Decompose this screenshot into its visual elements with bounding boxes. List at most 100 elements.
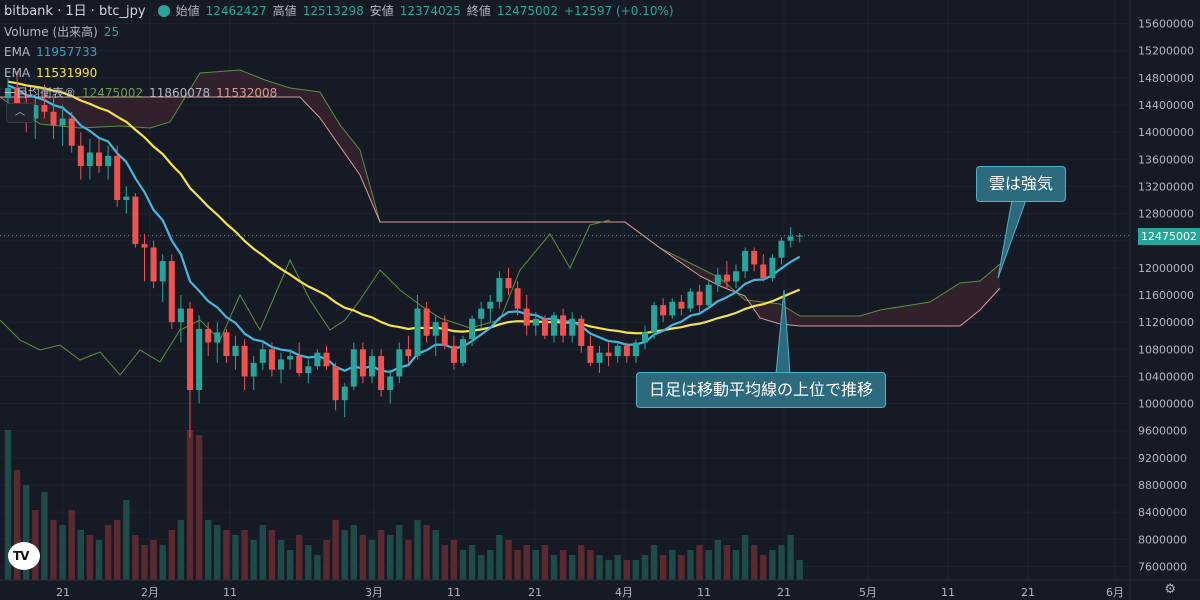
volume-bar [569,555,576,580]
volume-bars [4,430,803,580]
settings-gear-icon[interactable]: ⚙ [1164,582,1176,597]
candle-body [105,155,112,167]
callout-cloud-bullish: 雲は強気 [976,166,1067,202]
y-tick-label: 14800000 [1138,72,1194,85]
volume-bar [4,430,12,580]
candle-body [478,308,485,319]
candle-body [596,352,603,363]
y-tick-label: 11200000 [1138,316,1194,329]
candle-body [569,318,576,336]
candle-body [314,352,321,367]
change-value: +12597 (+0.10%) [563,4,674,18]
volume-bar [669,550,676,580]
volume-bar [177,520,185,580]
open-label: 始値 [175,4,200,18]
volume-bar [614,555,621,580]
candle-body [114,155,121,200]
volume-bar [714,540,721,580]
indicator-lines [0,80,1130,374]
volume-bar [541,545,549,580]
symbol-header: bitbank · 1日 · btc_jpy 始値 12462427 高値 125132… [4,3,680,20]
volume-bar [77,530,84,580]
volume-bar [696,545,703,580]
y-tick-label: 9600000 [1138,425,1187,438]
volume-bar [286,550,294,580]
candle-body [5,88,11,99]
volume-bar [496,535,503,580]
candle-body [350,349,357,387]
volume-bar [277,540,285,580]
candle-body [287,356,294,360]
volume-bar [323,540,330,580]
candle-body [660,305,667,316]
volume-bar [450,540,458,580]
collapse-legend-button[interactable]: ︿ [6,103,34,123]
volume-bar [387,535,394,580]
candle-body [305,366,312,374]
volume-bar [605,560,612,580]
visibility-eye-icon[interactable] [157,5,170,17]
candle-body [733,271,739,282]
y-tick-label: 13600000 [1138,153,1194,166]
ema-fast-legend[interactable]: EMA 11957733 [4,44,103,60]
x-tick-label: 21 [528,586,542,599]
volume-bar [296,535,303,580]
candle-body [469,318,476,340]
candle-body [560,315,567,336]
volume-bar [751,545,758,580]
candle-body [232,345,239,357]
senkou-span-b [0,96,1001,327]
symbol-title[interactable]: bitbank · 1日 · btc_jpy [4,4,146,19]
x-tick-label: 11 [941,586,955,599]
candle-body [259,349,266,363]
x-tick-label: 4月 [615,586,633,599]
volume-bar [532,550,539,580]
volume-value: 25 [103,25,120,39]
candle-body [214,332,221,343]
tradingview-logo-icon[interactable]: TV [8,542,40,570]
candle-body [578,318,585,346]
candle-body [423,308,430,336]
volume-legend[interactable]: Volume (出来高) 25 [4,24,125,40]
volume-bar [50,520,57,580]
x-tick-label: 21 [56,586,70,599]
candle-body [59,118,66,126]
candle-body [341,386,348,401]
candle-body [332,366,339,401]
volume-bar [168,530,175,580]
candle-body [359,349,366,377]
candle-body [14,88,21,105]
candle-body [769,257,776,279]
candle-body [623,345,630,357]
volume-bar [760,555,767,580]
candle-body [605,352,612,357]
candle-body [177,308,184,323]
ema-slow-legend[interactable]: EMA 11531990 [4,65,103,81]
volume-bar [223,530,230,580]
candle-body [150,247,157,282]
volume-label: Volume (出来高) [4,25,98,39]
candle-body [651,305,658,333]
volume-bar [478,555,485,580]
candle-body [250,362,257,377]
x-tick-label: 6月 [1106,586,1124,599]
candle-body [369,356,375,377]
candle-body [387,376,394,390]
x-tick-label: 2月 [141,586,159,599]
volume-bar [95,540,103,580]
ichimoku-legend[interactable]: 一目均衡表® 12475002 11860078 11532008 [4,85,283,101]
candle-body [196,328,203,390]
ichimoku-value-3: 11532008 [216,86,278,100]
callout-pointer [775,289,791,375]
candle-body [523,308,530,326]
ema-fast-value: 11957733 [36,45,98,59]
volume-bar [723,545,731,580]
candlesticks [5,71,803,438]
volume-bar [132,535,139,580]
x-tick-label: 21 [777,586,791,599]
candle-body [396,349,403,377]
volume-bar [123,500,130,580]
volume-bar [32,510,39,580]
candle-body [760,264,767,279]
